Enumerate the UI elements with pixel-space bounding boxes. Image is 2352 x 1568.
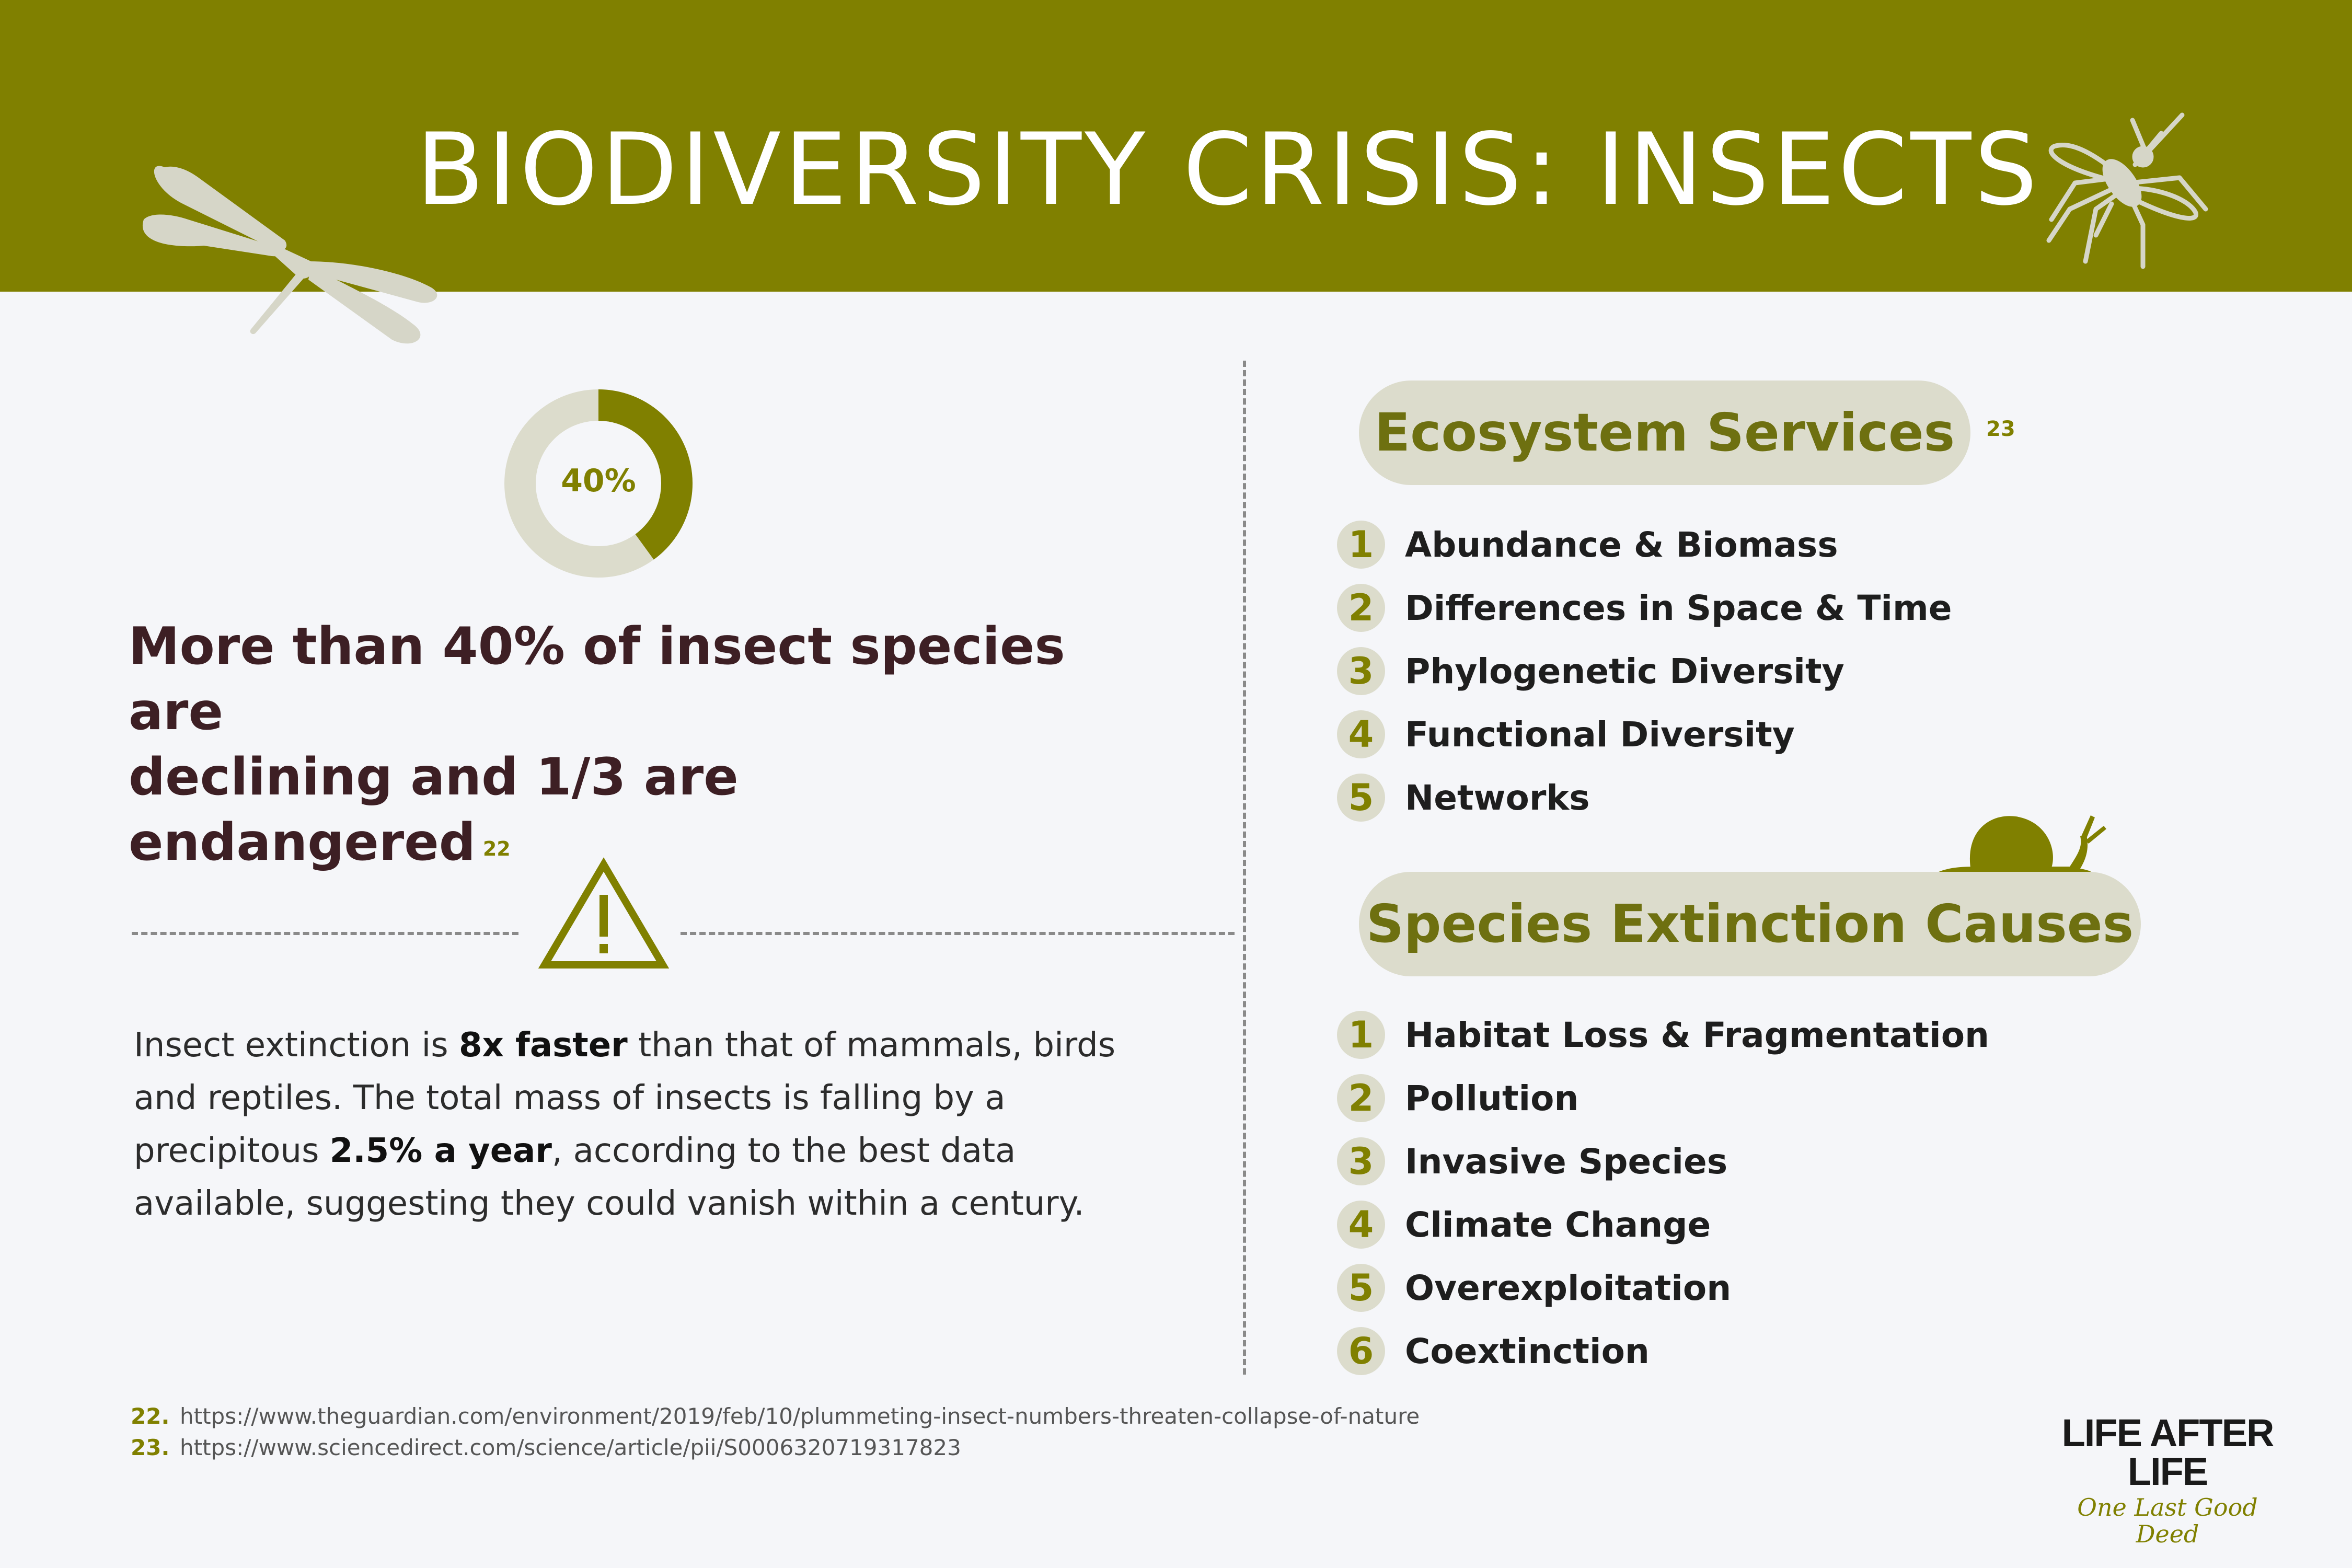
list-label: Habitat Loss & Fragmentation bbox=[1405, 1014, 1990, 1055]
list-label: Coextinction bbox=[1405, 1331, 1650, 1371]
paragraph-text-1: Insect extinction is bbox=[134, 1026, 459, 1065]
brand-logo: LIFE AFTER LIFE One Last Good Deed bbox=[2045, 1414, 2290, 1547]
footnote-23: 23. https://www.sciencedirect.com/science… bbox=[131, 1435, 961, 1460]
list-number: 1 bbox=[1337, 521, 1385, 569]
footnote-link[interactable]: https://www.theguardian.com/environment/… bbox=[180, 1403, 1420, 1429]
dragonfly-icon bbox=[142, 166, 437, 344]
header-banner bbox=[0, 0, 2352, 292]
list-number: 2 bbox=[1337, 1074, 1385, 1122]
list-number: 4 bbox=[1337, 1201, 1385, 1249]
list-label: Abundance & Biomass bbox=[1405, 524, 1838, 565]
extinction-causes-list: 1 Habitat Loss & Fragmentation 2 Polluti… bbox=[1337, 1010, 1989, 1389]
list-number: 5 bbox=[1337, 1264, 1385, 1312]
list-label: Pollution bbox=[1405, 1078, 1579, 1119]
list-number: 1 bbox=[1337, 1011, 1385, 1059]
headline: More than 40% of insect species are decl… bbox=[129, 614, 1122, 875]
list-item: 2 Pollution bbox=[1337, 1073, 1989, 1123]
list-item: 6 Coextinction bbox=[1337, 1326, 1989, 1376]
headline-reference: 22 bbox=[482, 837, 511, 860]
separator-left bbox=[132, 932, 518, 935]
warning-icon bbox=[538, 857, 669, 969]
list-item: 1 Habitat Loss & Fragmentation bbox=[1337, 1010, 1989, 1060]
list-number: 5 bbox=[1337, 774, 1385, 822]
list-label: Invasive Species bbox=[1405, 1141, 1728, 1182]
list-item: 3 Invasive Species bbox=[1337, 1136, 1989, 1186]
list-item: 5 Overexploitation bbox=[1337, 1263, 1989, 1313]
list-item: 3 Phylogenetic Diversity bbox=[1337, 646, 1952, 696]
footnote-number: 23. bbox=[131, 1435, 170, 1460]
list-number: 6 bbox=[1337, 1327, 1385, 1375]
footnote-number: 22. bbox=[131, 1403, 170, 1429]
list-item: 4 Functional Diversity bbox=[1337, 709, 1952, 759]
footnote-22: 22. https://www.theguardian.com/environme… bbox=[131, 1403, 1420, 1429]
paragraph-highlight-1: 8x faster bbox=[458, 1026, 628, 1065]
list-label: Networks bbox=[1405, 777, 1590, 818]
paragraph-text-2: than that of mammals, birds and reptiles… bbox=[134, 1026, 1116, 1170]
ecosystem-services-list: 1 Abundance & Biomass 2 Differences in S… bbox=[1337, 520, 1952, 836]
page-title: BIODIVERSITY CRISIS: INSECTS bbox=[416, 112, 2040, 227]
ecosystem-services-heading: Ecosystem Services bbox=[1359, 381, 1970, 485]
donut-chart bbox=[504, 389, 693, 578]
paragraph-text-3: , according to the best data available, … bbox=[134, 1132, 1085, 1223]
list-number: 3 bbox=[1337, 1137, 1385, 1185]
list-label: Differences in Space & Time bbox=[1405, 587, 1952, 628]
vertical-divider bbox=[1243, 361, 1246, 1375]
separator-right bbox=[681, 932, 1235, 935]
brand-tagline: One Last Good Deed bbox=[2077, 1493, 2258, 1548]
list-number: 2 bbox=[1337, 584, 1385, 632]
body-paragraph: Insect extinction is 8x faster than that… bbox=[134, 1019, 1127, 1230]
list-number: 3 bbox=[1337, 647, 1385, 695]
list-item: 5 Networks bbox=[1337, 773, 1952, 823]
headline-line-2: declining and 1/3 are endangered bbox=[129, 747, 739, 872]
list-item: 1 Abundance & Biomass bbox=[1337, 520, 1952, 570]
headline-line-1: More than 40% of insect species are bbox=[129, 617, 1065, 742]
list-label: Functional Diversity bbox=[1405, 714, 1795, 755]
list-label: Climate Change bbox=[1405, 1204, 1711, 1245]
snail-icon bbox=[1936, 815, 2106, 880]
list-label: Overexploitation bbox=[1405, 1267, 1732, 1308]
donut-progress-arc bbox=[598, 389, 693, 560]
mosquito-icon bbox=[2046, 112, 2208, 269]
ecosystem-reference: 23 bbox=[1986, 417, 2015, 441]
list-item: 2 Differences in Space & Time bbox=[1337, 583, 1952, 633]
brand-name: LIFE AFTER LIFE bbox=[2061, 1411, 2275, 1493]
list-item: 4 Climate Change bbox=[1337, 1200, 1989, 1250]
footnote-link[interactable]: https://www.sciencedirect.com/science/ar… bbox=[180, 1435, 961, 1460]
donut-percent-label: 40% bbox=[561, 463, 636, 499]
list-label: Phylogenetic Diversity bbox=[1405, 651, 1844, 691]
extinction-causes-heading: Species Extinction Causes bbox=[1359, 872, 2141, 976]
paragraph-highlight-2: 2.5% a year bbox=[329, 1132, 552, 1170]
list-number: 4 bbox=[1337, 710, 1385, 758]
